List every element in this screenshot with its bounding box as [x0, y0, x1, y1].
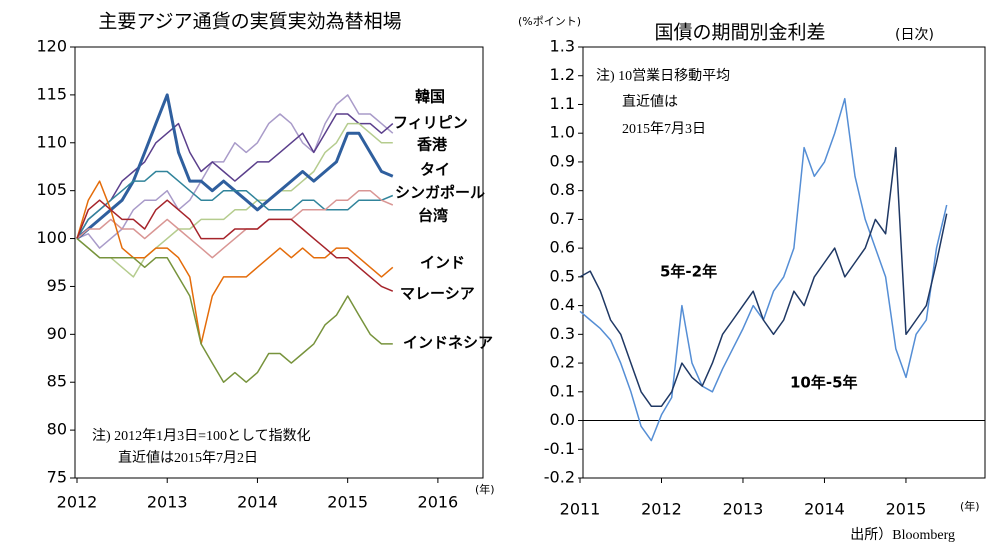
- y-tick-label: 0.5: [550, 266, 575, 285]
- y-tick-label: -0.1: [544, 439, 575, 458]
- plot-frame: [582, 46, 986, 479]
- y-tick-label: 0.2: [550, 353, 575, 372]
- y-tick-label: 105: [36, 180, 67, 199]
- x-tick-label: 2012: [641, 500, 682, 519]
- series-label: 10年-5年: [790, 374, 858, 392]
- series-line: [76, 180, 394, 345]
- x-tick-label: 2012: [57, 493, 98, 512]
- note: 注) 10営業日移動平均: [596, 68, 730, 84]
- series-line: [76, 199, 394, 292]
- y-tick-label: 0.8: [550, 180, 575, 199]
- chart-subtitle: (日次): [895, 27, 934, 43]
- x-tick-label: 2013: [723, 500, 764, 519]
- x-tick-label: 2011: [560, 500, 601, 519]
- series-line: [76, 94, 394, 249]
- y-tick-label: 110: [36, 132, 67, 151]
- chart-title: 主要アジア通貨の実質実効為替相場: [98, 11, 401, 33]
- y-tick-label: 95: [47, 276, 67, 295]
- note: 直近値は: [622, 93, 678, 110]
- x-unit: (年): [475, 482, 495, 496]
- series-line: [76, 122, 393, 278]
- x-tick-label: 2015: [327, 493, 368, 512]
- series-line: [579, 97, 948, 442]
- note: 直近値は2015年7月2日: [118, 449, 258, 466]
- series-line: [76, 170, 394, 239]
- x-tick-label: 2014: [804, 500, 845, 519]
- series-label: タイ: [420, 161, 450, 179]
- y-tick-label: 1.0: [550, 123, 575, 142]
- series-label: インドネシア: [403, 334, 493, 352]
- series-label: マレーシア: [400, 285, 475, 303]
- x-tick-label: 2014: [237, 493, 278, 512]
- note: 注) 2012年1月3日=100として指数化: [92, 428, 311, 444]
- x-unit: (年): [960, 499, 980, 513]
- series-line: [76, 238, 393, 383]
- series-label: 香港: [417, 136, 448, 154]
- source: 出所）Bloomberg: [850, 527, 955, 543]
- series-label: 5年-2年: [660, 263, 717, 281]
- y-tick-label: 85: [47, 372, 67, 391]
- y-tick-label: 120: [36, 37, 67, 56]
- x-tick-label: 2016: [418, 493, 459, 512]
- y-tick-label: 1.1: [550, 94, 575, 113]
- y-tick-label: -0.2: [544, 468, 575, 487]
- y-tick-label: 0.1: [550, 381, 575, 400]
- x-tick-label: 2015: [886, 500, 927, 519]
- series-label: 韓国: [415, 88, 445, 106]
- plot-frame: [74, 46, 484, 479]
- series-label: フィリピン: [393, 114, 468, 132]
- y-tick-label: 0.7: [550, 209, 575, 228]
- series-line: [579, 146, 948, 407]
- series-line: [76, 93, 394, 240]
- y-tick-label: 75: [47, 468, 67, 487]
- y-tick-label: 90: [47, 324, 67, 343]
- y-tick-label: 1.3: [550, 37, 575, 56]
- y-tick-label: 115: [36, 84, 67, 103]
- series-label: シンガポール: [395, 184, 485, 202]
- y-tick-label: 1.2: [550, 65, 575, 84]
- y-tick-label: 0.9: [550, 151, 575, 170]
- x-tick-label: 2013: [147, 493, 188, 512]
- series-label: 台湾: [418, 207, 448, 225]
- y-tick-label: 100: [36, 228, 67, 247]
- y-tick-label: 0.3: [550, 324, 575, 343]
- y-tick-label: 0.6: [550, 238, 575, 257]
- y-tick-label: 0.0: [550, 410, 575, 429]
- note: 2015年7月3日: [622, 121, 706, 137]
- series-line: [76, 189, 394, 259]
- y-tick-label: 0.4: [550, 295, 575, 314]
- series-line: [76, 113, 394, 239]
- chart-title: 国債の期間別金利差: [654, 22, 825, 44]
- series-label: インド: [420, 254, 465, 272]
- y-tick-label: 80: [47, 420, 67, 439]
- y-unit: (%ポイント): [518, 15, 581, 28]
